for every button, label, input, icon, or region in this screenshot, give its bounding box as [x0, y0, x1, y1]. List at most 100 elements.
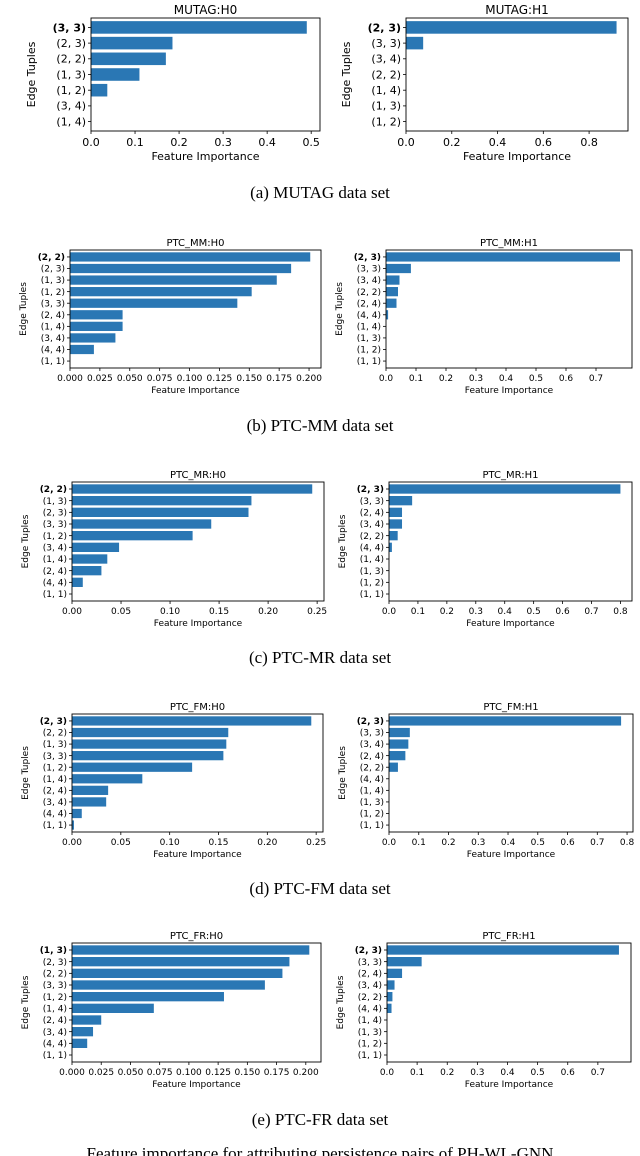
x-tick-label: 0.00: [62, 607, 82, 617]
y-tick-label: (3, 3): [43, 520, 67, 530]
bar-23: [91, 36, 173, 50]
x-axis-label: Feature Importance: [465, 1080, 554, 1090]
y-tick-label: (2, 3): [56, 37, 86, 50]
x-tick-label: 0.15: [208, 838, 228, 848]
y-tick-label: (4, 4): [43, 810, 67, 820]
x-tick-label: 0.4: [501, 838, 516, 848]
chart-panel-6: PTC_FM:H0 (2, 3) (2, 2)(1, 3) (3, 3)(1, 2) (…: [21, 702, 326, 860]
bar-23: [72, 957, 290, 967]
y-tick-label: (3, 3): [360, 497, 384, 507]
x-tick-label: 0.2: [440, 1068, 454, 1078]
y-tick-label: (2, 2): [360, 763, 384, 773]
x-tick-label: 0.0: [382, 607, 397, 617]
x-tick-label: 0.00: [62, 838, 82, 848]
x-tick-label: 0.200: [293, 1068, 319, 1078]
y-tick-label: (1, 4): [43, 555, 67, 565]
x-tick-label: 0.4: [500, 1068, 515, 1078]
x-tick-label: 0.075: [147, 374, 173, 384]
y-tick-label: (1, 3): [360, 567, 384, 577]
y-tick-label: (2, 3): [355, 946, 382, 956]
y-tick-label: (1, 3): [43, 740, 67, 750]
bar-44: [70, 344, 94, 355]
x-tick-label: 0.6: [555, 607, 570, 617]
x-axis-label: Feature Importance: [465, 386, 554, 396]
x-tick-label: 0.0: [379, 374, 394, 384]
y-tick-label: (2, 3): [43, 958, 67, 968]
bar-33: [72, 751, 224, 761]
plot-frame: [388, 713, 634, 833]
y-tick-label: (1, 1): [41, 357, 65, 367]
bar-24: [72, 1015, 102, 1025]
bar-22: [389, 762, 398, 772]
y-tick-label: (1, 3): [371, 100, 401, 113]
x-tick-label: 0.8: [620, 838, 635, 848]
bar-34: [72, 1027, 94, 1037]
y-tick-label: (2, 4): [357, 299, 381, 309]
x-tick-label: 0.6: [559, 374, 574, 384]
bar-33: [91, 21, 307, 34]
x-tick-label: 0.6: [535, 136, 553, 149]
y-tick-label: (2, 2): [360, 532, 384, 542]
x-tick-label: 0.8: [580, 136, 598, 149]
chart-panel-8: PTC_FR:H0(1, 3)(2, 3)(2, 2)(3, 3)(1, 2)(…: [21, 931, 322, 1090]
bar-12: [91, 83, 108, 97]
x-tick-label: 0.2: [439, 374, 453, 384]
x-tick-label: 0.3: [470, 1068, 484, 1078]
bar-23: [386, 252, 620, 262]
bar-13: [70, 275, 277, 285]
y-axis-label: Edge Tuples: [21, 514, 31, 568]
x-tick-label: 0.20: [258, 607, 278, 617]
x-tick-label: 0.0: [82, 136, 100, 149]
bar-14: [72, 554, 108, 564]
x-tick-label: 0.2: [443, 136, 461, 149]
x-tick-label: 0.125: [207, 374, 233, 384]
y-tick-label: (2, 4): [360, 508, 384, 518]
y-tick-label: (4, 4): [357, 311, 381, 321]
y-tick-label: (1, 2): [358, 1039, 382, 1049]
y-axis-label: Edge Tuples: [338, 514, 348, 568]
y-tick-label: (2, 3): [357, 485, 384, 495]
chart-panel-7: PTC_FM:H1 (2, 3) (3, 3)(3, 4) (2, 4)(2, 2) (…: [338, 702, 634, 860]
x-tick-label: 0.20: [257, 838, 277, 848]
y-tick-label: (2, 2): [357, 288, 381, 298]
x-tick-label: 0.3: [469, 374, 483, 384]
y-tick-label: (2, 2): [43, 729, 67, 739]
x-tick-label: 0.0: [382, 838, 397, 848]
x-tick-label: 0.100: [177, 374, 203, 384]
x-tick-label: 0.2: [441, 838, 455, 848]
bar-22: [389, 531, 398, 541]
y-tick-label: (1, 4): [360, 787, 384, 797]
x-tick-label: 0.10: [160, 607, 180, 617]
y-tick-label: (1, 2): [43, 993, 67, 1003]
y-axis-label: Edge Tuples: [21, 975, 31, 1029]
x-tick-label: 0.025: [87, 374, 113, 384]
y-tick-label: (4, 4): [43, 578, 67, 588]
chart-title: PTC_FR:H1: [482, 931, 535, 942]
y-axis-label: Edge Tuples: [335, 282, 345, 336]
bar-24: [386, 298, 397, 308]
y-tick-label: (1, 4): [358, 1016, 382, 1026]
y-tick-label: (1, 2): [360, 810, 384, 820]
x-tick-label: 0.1: [410, 1068, 424, 1078]
caption-ptc-fm: (d) PTC-FM data set: [249, 879, 391, 898]
bar-11: [72, 820, 74, 830]
x-tick-label: 0.150: [234, 1068, 260, 1078]
chart-title: PTC_MM:H0: [166, 238, 224, 249]
y-tick-label: (3, 3): [357, 265, 381, 275]
chart-title: MUTAG:H1: [485, 3, 549, 17]
y-tick-label: (2, 4): [43, 567, 67, 577]
y-tick-label: (2, 2): [358, 993, 382, 1003]
y-tick-label: (1, 4): [41, 323, 65, 333]
y-tick-label: (2, 4): [360, 752, 384, 762]
y-tick-label: (3, 4): [360, 520, 384, 530]
x-tick-label: 0.7: [589, 374, 603, 384]
x-tick-label: 0.3: [469, 607, 483, 617]
bar-44: [72, 1038, 88, 1048]
y-tick-label: (1, 1): [43, 821, 67, 831]
x-tick-label: 0.25: [306, 838, 326, 848]
x-tick-label: 0.1: [126, 136, 144, 149]
x-tick-label: 0.25: [307, 607, 327, 617]
bar-22: [72, 968, 283, 978]
bar-14: [70, 321, 123, 331]
chart-title: PTC_FM:H1: [483, 702, 538, 713]
